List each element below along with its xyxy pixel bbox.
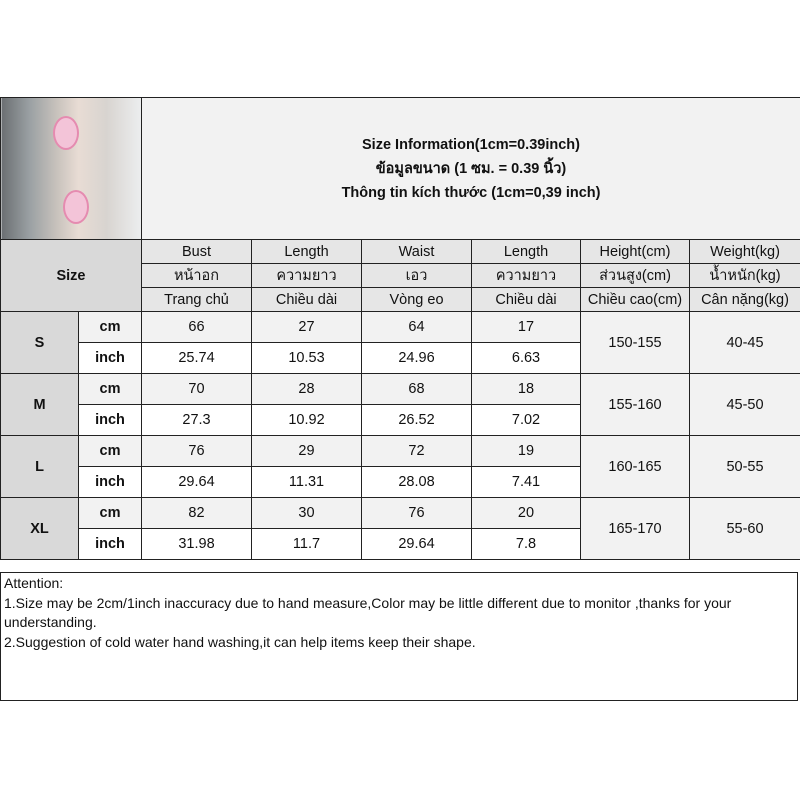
column-header: Cân nặng(kg) bbox=[688, 287, 800, 312]
table-row: inch 29.64 11.31 28.08 7.41 bbox=[1, 466, 800, 498]
column-header: Chiều dài bbox=[251, 287, 362, 312]
height-range: 155-160 bbox=[580, 373, 690, 436]
censor-icon bbox=[53, 116, 79, 150]
unit-label: cm bbox=[78, 311, 142, 343]
column-header: น้ำหนัก(kg) bbox=[688, 263, 800, 288]
cm-value: 28 bbox=[251, 373, 362, 405]
cm-value: 29 bbox=[251, 435, 362, 467]
unit-label: cm bbox=[78, 435, 142, 467]
column-header: Length bbox=[251, 239, 362, 264]
column-header: Height(cm) bbox=[580, 239, 690, 264]
inch-value: 7.8 bbox=[471, 528, 581, 560]
unit-label: inch bbox=[78, 528, 142, 560]
title-thai: ข้อมูลขนาด (1 ซม. = 0.39 นิ้ว) bbox=[375, 160, 567, 177]
inch-value: 10.53 bbox=[251, 342, 362, 374]
inch-value: 10.92 bbox=[251, 404, 362, 436]
size-label: XL bbox=[0, 497, 79, 560]
column-header: Chiều dài bbox=[471, 287, 581, 312]
cm-value: 82 bbox=[141, 497, 252, 529]
table-row: XL cm 82 30 76 20 165-170 55-60 bbox=[0, 497, 800, 560]
inch-value: 24.96 bbox=[361, 342, 472, 374]
height-range: 150-155 bbox=[580, 311, 690, 374]
weight-range: 40-45 bbox=[688, 311, 800, 374]
inch-value: 27.3 bbox=[141, 404, 252, 436]
unit-label: inch bbox=[78, 466, 142, 498]
inch-value: 28.08 bbox=[361, 466, 472, 498]
cm-value: 72 bbox=[361, 435, 472, 467]
cm-value: 17 bbox=[471, 311, 581, 343]
product-photo bbox=[0, 97, 142, 240]
column-header: ส่วนสูง(cm) bbox=[580, 263, 690, 288]
cm-value: 68 bbox=[361, 373, 472, 405]
column-header: ความยาว bbox=[251, 263, 362, 288]
cm-value: 70 bbox=[141, 373, 252, 405]
column-header: Trang chủ bbox=[141, 287, 252, 312]
unit-label: cm bbox=[78, 373, 142, 405]
attention-note: 1.Size may be 2cm/1inch inaccuracy due t… bbox=[4, 594, 732, 631]
size-label: L bbox=[0, 435, 79, 498]
height-range: 160-165 bbox=[580, 435, 690, 498]
cm-value: 64 bbox=[361, 311, 472, 343]
cm-value: 76 bbox=[361, 497, 472, 529]
inch-value: 11.31 bbox=[251, 466, 362, 498]
column-header: Waist bbox=[361, 239, 472, 264]
cm-value: 30 bbox=[251, 497, 362, 529]
cm-value: 76 bbox=[141, 435, 252, 467]
inch-value: 7.02 bbox=[471, 404, 581, 436]
title-vietnamese: Thông tin kích thước (1cm=0,39 inch) bbox=[341, 184, 601, 201]
cm-value: 20 bbox=[471, 497, 581, 529]
column-header: Chiều cao(cm) bbox=[580, 287, 690, 312]
unit-label: inch bbox=[78, 404, 142, 436]
size-header: Size bbox=[0, 239, 142, 312]
weight-range: 55-60 bbox=[688, 497, 800, 560]
inch-value: 6.63 bbox=[471, 342, 581, 374]
size-label: S bbox=[0, 311, 79, 374]
censor-icon bbox=[63, 190, 89, 224]
inch-value: 31.98 bbox=[141, 528, 252, 560]
title-english: Size Information(1cm=0.39inch) bbox=[362, 136, 580, 153]
weight-range: 50-55 bbox=[688, 435, 800, 498]
table-row: inch 31.98 11.7 29.64 7.8 bbox=[1, 528, 800, 560]
cm-value: 18 bbox=[471, 373, 581, 405]
size-chart-table: Size Information(1cm=0.39inch) ข้อมูลขนา… bbox=[0, 97, 800, 560]
attention-notes: Attention: 1.Size may be 2cm/1inch inacc… bbox=[0, 572, 798, 701]
inch-value: 7.41 bbox=[471, 466, 581, 498]
inch-value: 29.64 bbox=[141, 466, 252, 498]
attention-note: 2.Suggestion of cold water hand washing,… bbox=[4, 633, 476, 650]
height-range: 165-170 bbox=[580, 497, 690, 560]
attention-heading: Attention: bbox=[4, 575, 64, 591]
column-header: หน้าอก bbox=[141, 263, 252, 288]
size-label: M bbox=[0, 373, 79, 436]
inch-value: 25.74 bbox=[141, 342, 252, 374]
inch-value: 29.64 bbox=[361, 528, 472, 560]
column-header: เอว bbox=[361, 263, 472, 288]
table-row: inch 27.3 10.92 26.52 7.02 bbox=[1, 404, 800, 436]
size-information-title: Size Information(1cm=0.39inch) ข้อมูลขนา… bbox=[140, 97, 800, 240]
table-row: inch 25.74 10.53 24.96 6.63 bbox=[1, 342, 800, 374]
column-header: Weight(kg) bbox=[688, 239, 800, 264]
inch-value: 11.7 bbox=[251, 528, 362, 560]
weight-range: 45-50 bbox=[688, 373, 800, 436]
unit-label: cm bbox=[78, 497, 142, 529]
cm-value: 66 bbox=[141, 311, 252, 343]
cm-value: 27 bbox=[251, 311, 362, 343]
column-header: Length bbox=[471, 239, 581, 264]
unit-label: inch bbox=[78, 342, 142, 374]
cm-value: 19 bbox=[471, 435, 581, 467]
column-header: Vòng eo bbox=[361, 287, 472, 312]
column-header: ความยาว bbox=[471, 263, 581, 288]
column-header: Bust bbox=[141, 239, 252, 264]
inch-value: 26.52 bbox=[361, 404, 472, 436]
